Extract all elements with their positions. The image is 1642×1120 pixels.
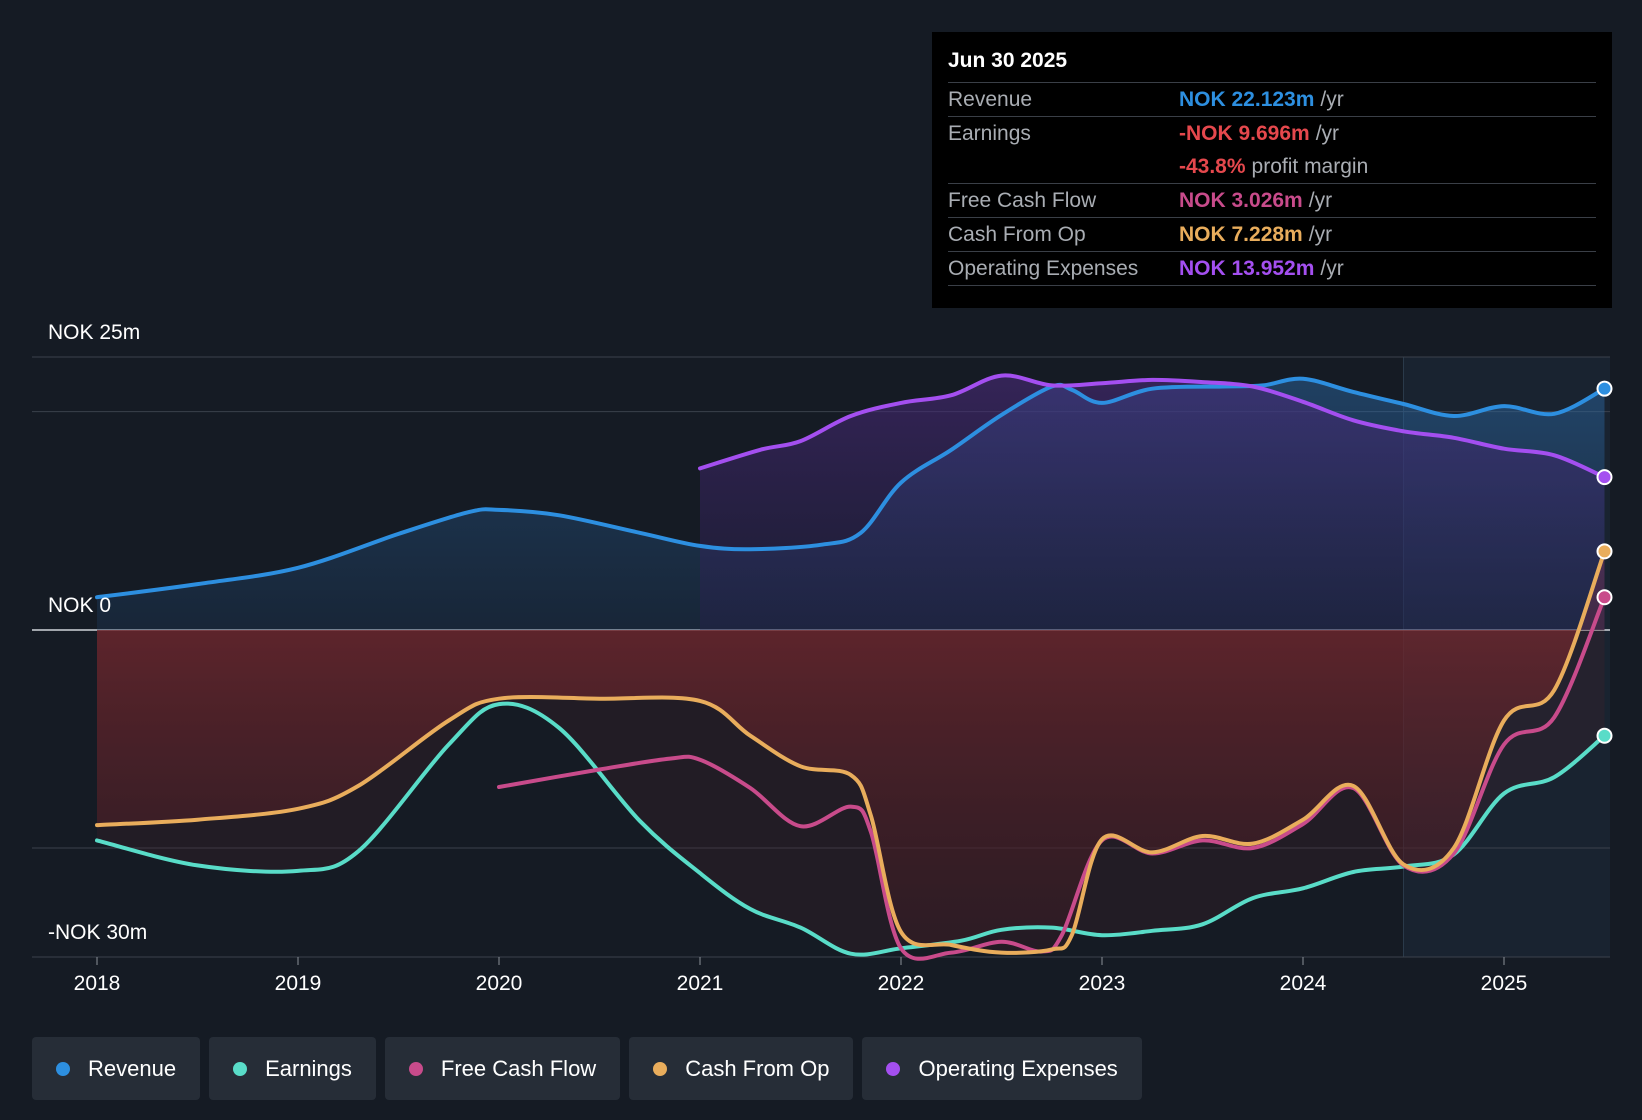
tooltip-value: NOK 7.228m bbox=[1179, 223, 1303, 246]
earnings-end-point bbox=[1596, 727, 1613, 744]
cash-from-op-end-point bbox=[1596, 543, 1613, 560]
x-tick-label: 2024 bbox=[1280, 972, 1327, 995]
cash-from-op-negative-area bbox=[97, 551, 1605, 953]
tooltip-unit: /yr bbox=[1308, 189, 1333, 212]
legend-item-revenue[interactable]: Revenue bbox=[32, 1037, 201, 1100]
x-tick-label: 2025 bbox=[1481, 972, 1528, 995]
free-cash-flow-line bbox=[497, 595, 1607, 961]
legend-item-earnings[interactable]: Earnings bbox=[209, 1037, 376, 1100]
revenue-end-point bbox=[1596, 380, 1613, 397]
legend: Revenue Earnings Free Cash Flow Cash Fro… bbox=[32, 1037, 1142, 1100]
tooltip-label: Earnings bbox=[948, 122, 1031, 145]
tooltip-divider bbox=[948, 285, 1596, 286]
legend-dot-icon bbox=[653, 1061, 668, 1076]
legend-label: Revenue bbox=[88, 1055, 177, 1081]
tooltip-value: NOK 13.952m bbox=[1179, 257, 1315, 280]
tooltip-label bbox=[948, 150, 1179, 183]
operating-expenses-area bbox=[700, 375, 1605, 630]
tooltip-row-cash-from-op: Cash From Op NOK 7.228m /yr bbox=[948, 217, 1596, 251]
tooltip-row-profit-margin: -43.8% profit margin bbox=[948, 150, 1596, 183]
x-tick-label: 2019 bbox=[275, 972, 322, 995]
legend-label: Free Cash Flow bbox=[440, 1055, 597, 1081]
y-axis-top-label: NOK 25m bbox=[48, 321, 141, 344]
tooltip-unit: /yr bbox=[1320, 88, 1344, 111]
tooltip-unit: /yr bbox=[1320, 257, 1344, 280]
tooltip-value: -43.8% bbox=[1179, 155, 1246, 178]
legend-dot-icon bbox=[56, 1061, 70, 1076]
tooltip-unit: profit margin bbox=[1251, 155, 1369, 178]
x-tick-label: 2023 bbox=[1079, 972, 1126, 995]
tooltip-value: -NOK 9.696m bbox=[1179, 122, 1310, 145]
legend-item-operating-expenses[interactable]: Operating Expenses bbox=[862, 1037, 1142, 1100]
legend-label: Earnings bbox=[265, 1055, 352, 1081]
tooltip-label: Revenue bbox=[948, 88, 1033, 111]
legend-item-free-cash-flow[interactable]: Free Cash Flow bbox=[384, 1037, 621, 1100]
operating-expenses-line bbox=[698, 373, 1607, 480]
tooltip-value: NOK 3.026m bbox=[1179, 189, 1303, 212]
tooltip-date: Jun 30 2025 bbox=[948, 49, 1068, 72]
tooltip-unit: /yr bbox=[1308, 223, 1333, 246]
tooltip-row-free-cash-flow: Free Cash Flow NOK 3.026m /yr bbox=[948, 183, 1596, 217]
tooltip-label: Free Cash Flow bbox=[948, 189, 1097, 212]
legend-item-cash-from-op[interactable]: Cash From Op bbox=[629, 1037, 854, 1100]
cash-from-op-line bbox=[95, 549, 1607, 955]
x-tick-label: 2021 bbox=[677, 972, 724, 995]
tooltip-panel: Jun 30 2025 Revenue NOK 22.123m /yr Earn… bbox=[932, 32, 1612, 308]
y-axis-bottom-label: -NOK 30m bbox=[48, 921, 148, 944]
tooltip-row-operating-expenses: Operating Expenses NOK 13.952m /yr bbox=[948, 251, 1596, 285]
legend-dot-icon bbox=[408, 1061, 423, 1076]
revenue-line bbox=[95, 376, 1607, 600]
tooltip-label: Cash From Op bbox=[948, 223, 1086, 246]
tooltip-row-earnings: Earnings -NOK 9.696m /yr bbox=[948, 116, 1596, 150]
legend-dot-icon bbox=[233, 1061, 248, 1076]
x-tick-label: 2020 bbox=[476, 972, 523, 995]
legend-dot-icon bbox=[886, 1061, 901, 1076]
operating-expenses-end-point bbox=[1596, 469, 1613, 486]
legend-label: Operating Expenses bbox=[918, 1055, 1118, 1081]
tooltip-row-revenue: Revenue NOK 22.123m /yr bbox=[948, 82, 1596, 116]
earnings-line bbox=[95, 701, 1607, 957]
x-tick-label: 2018 bbox=[74, 972, 121, 995]
y-axis-zero-label: NOK 0 bbox=[48, 594, 112, 617]
x-tick-label: 2022 bbox=[878, 972, 925, 995]
tooltip-value: NOK 22.123m bbox=[1179, 88, 1315, 111]
tooltip-label: Operating Expenses bbox=[948, 257, 1139, 280]
tooltip-unit: /yr bbox=[1315, 122, 1340, 145]
free-cash-flow-end-point bbox=[1596, 589, 1613, 606]
legend-label: Cash From Op bbox=[685, 1055, 830, 1081]
earnings-area bbox=[97, 630, 1605, 955]
